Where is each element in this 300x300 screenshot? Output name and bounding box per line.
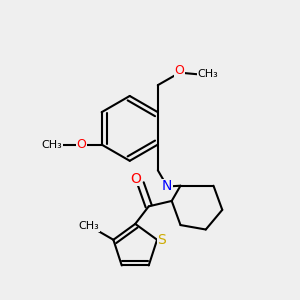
Text: N: N bbox=[162, 179, 172, 194]
Text: CH₃: CH₃ bbox=[79, 221, 100, 231]
Text: O: O bbox=[76, 138, 86, 151]
Text: O: O bbox=[130, 172, 141, 185]
Text: O: O bbox=[175, 64, 184, 77]
Text: S: S bbox=[158, 233, 166, 247]
Text: CH₃: CH₃ bbox=[197, 69, 218, 79]
Text: CH₃: CH₃ bbox=[41, 140, 62, 150]
